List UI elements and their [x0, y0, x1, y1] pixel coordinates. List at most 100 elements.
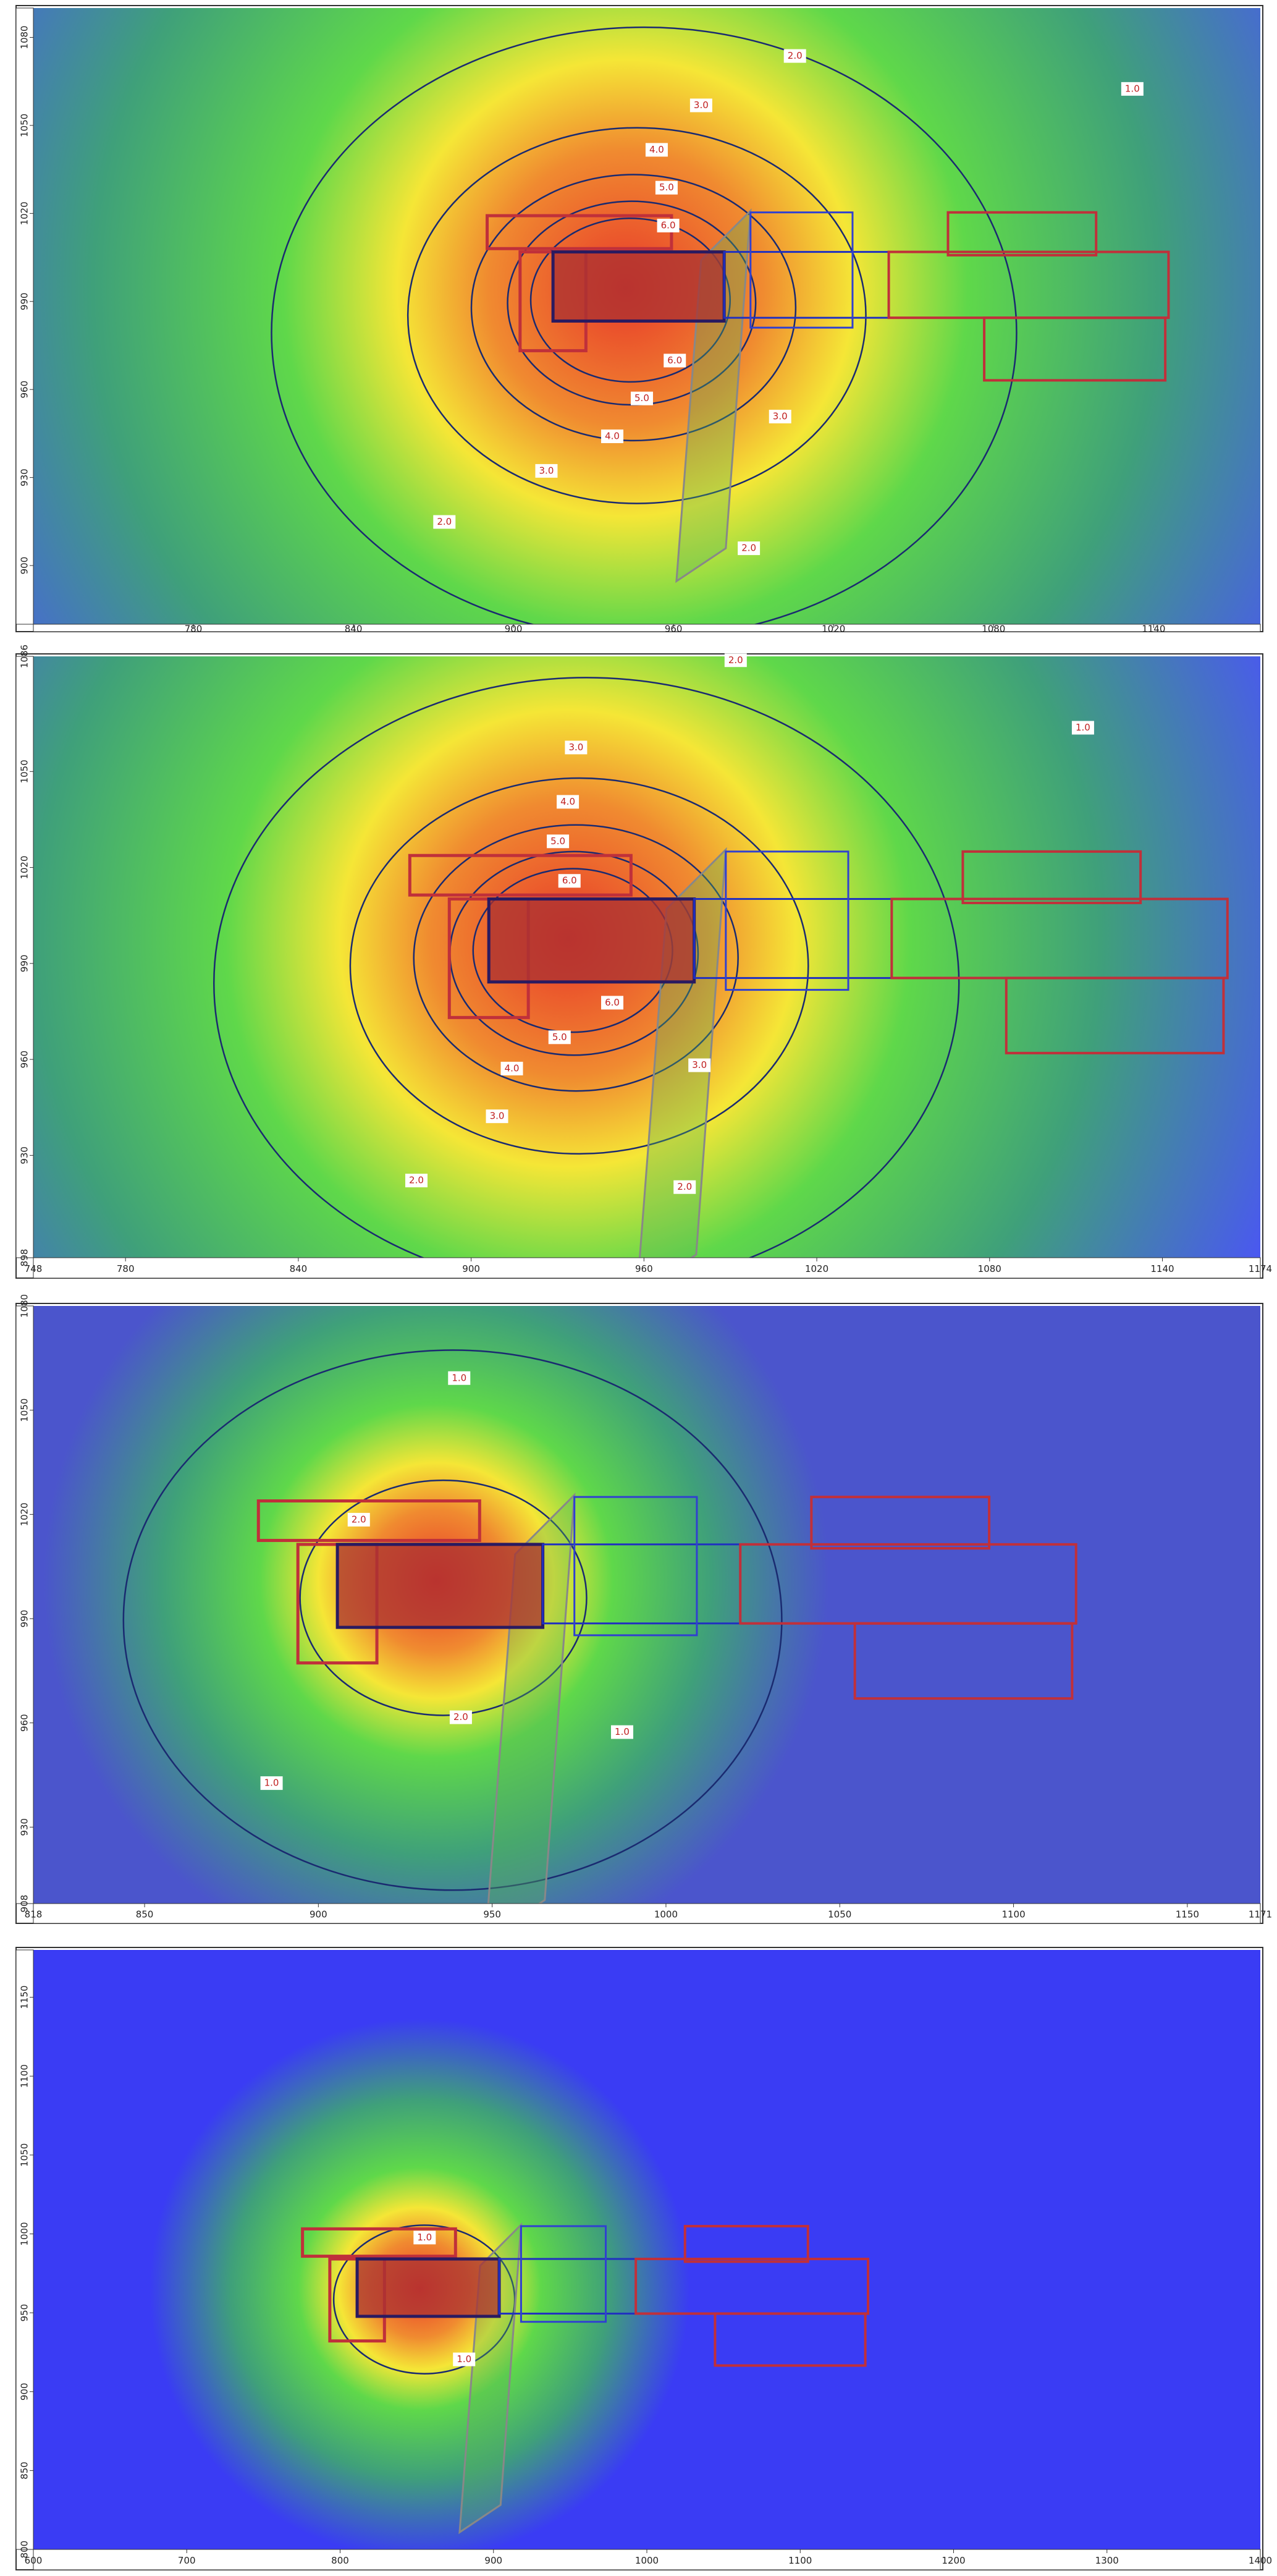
contour-label: 3.0 — [490, 1111, 505, 1122]
y-tick-label: 1080 — [19, 1294, 30, 1318]
x-tick-label: 1140 — [1142, 624, 1165, 635]
y-tick-label: 930 — [19, 468, 30, 486]
y-tick-label: 960 — [19, 381, 30, 399]
contour-label: 2.0 — [741, 543, 756, 554]
x-tick-label: 1000 — [654, 1909, 678, 1920]
x-tick-label: 900 — [310, 1909, 327, 1920]
x-tick-label: 900 — [505, 624, 523, 635]
x-tick-label: 1100 — [1001, 1909, 1025, 1920]
walkway — [487, 1493, 576, 1904]
y-axis-strip — [15, 656, 34, 1258]
contour-label: 2.0 — [728, 655, 743, 666]
contour-line — [529, 218, 731, 383]
contour-label: 2.0 — [437, 516, 452, 527]
building-outline — [683, 2224, 809, 2263]
contour-label: 4.0 — [560, 796, 575, 807]
y-tick-label: 930 — [19, 1818, 30, 1836]
building-outline — [1005, 977, 1225, 1054]
building-outline — [520, 2225, 607, 2323]
x-tick-label: 818 — [25, 1909, 43, 1920]
contour-label-box — [448, 1371, 471, 1385]
contour-label: 3.0 — [773, 410, 788, 422]
y-tick-label: 898 — [19, 1249, 30, 1267]
building-outline — [573, 1496, 698, 1637]
x-axis-strip — [33, 624, 1261, 632]
contour-label-box — [655, 180, 678, 195]
building-outline — [714, 2312, 867, 2367]
y-tick-label: 1050 — [19, 760, 30, 783]
contour-label-box — [645, 143, 668, 157]
contour-line — [470, 174, 797, 442]
contour-label: 2.0 — [453, 1711, 468, 1722]
x-tick-label: 1020 — [805, 1263, 828, 1274]
building-outline — [810, 1496, 991, 1550]
contour-label: 1.0 — [457, 2354, 471, 2365]
contour-label-box — [673, 1180, 696, 1194]
contour-line — [122, 1349, 783, 1891]
contour-label-box — [769, 409, 791, 423]
contour-line — [213, 677, 960, 1258]
y-tick-label: 990 — [19, 955, 30, 973]
y-axis-strip — [15, 1949, 34, 2550]
contour-label-box — [664, 354, 686, 368]
contour-label: 2.0 — [409, 1175, 424, 1186]
contour-label: 5.0 — [634, 392, 649, 404]
contour-label-box — [688, 1058, 711, 1072]
x-tick-label: 1200 — [942, 2555, 965, 2566]
contour-label: 2.0 — [788, 50, 803, 61]
y-tick-label: 900 — [19, 557, 30, 575]
contour-label: 6.0 — [661, 219, 676, 231]
x-axis-strip — [33, 1903, 1261, 1924]
contour-label: 4.0 — [505, 1062, 520, 1074]
contour-label: 2.0 — [677, 1181, 692, 1192]
y-tick-label: 1020 — [19, 1502, 30, 1526]
building-outline — [961, 850, 1142, 904]
contour-label: 6.0 — [667, 355, 682, 366]
y-tick-label: 1086 — [19, 645, 30, 668]
x-tick-label: 1100 — [788, 2555, 812, 2566]
contour-label: 5.0 — [552, 1032, 567, 1043]
y-axis-strip — [15, 1305, 34, 1904]
y-tick-label: 1020 — [19, 855, 30, 879]
contour-label: 1.0 — [1125, 83, 1140, 94]
contour-label: 4.0 — [649, 144, 664, 155]
contour-label: 3.0 — [539, 465, 554, 476]
y-tick-label: 1050 — [19, 1399, 30, 1422]
building — [551, 250, 726, 323]
x-tick-label: 850 — [136, 1909, 154, 1920]
contour-label-box — [260, 1776, 283, 1790]
contour-label-box — [689, 98, 712, 112]
contour-label-box — [1121, 82, 1144, 96]
building-outline — [256, 1499, 481, 1542]
walkway — [458, 2222, 523, 2535]
building-outline — [749, 211, 854, 329]
contour-label-box — [601, 996, 624, 1010]
contour-label-box — [783, 49, 806, 63]
x-tick-label: 1080 — [982, 624, 1005, 635]
contour-label: 1.0 — [452, 1372, 466, 1383]
contour-label: 3.0 — [568, 742, 583, 753]
x-tick-label: 1140 — [1150, 1263, 1174, 1274]
contour-label-box — [548, 1030, 571, 1044]
x-tick-label: 1400 — [1249, 2555, 1272, 2566]
building-outline — [725, 850, 849, 991]
y-tick-label: 960 — [19, 1714, 30, 1732]
building — [487, 897, 696, 984]
building-outline — [946, 211, 1098, 256]
x-tick-label: 1171 — [1249, 1909, 1272, 1920]
contour-label: 5.0 — [659, 182, 674, 193]
x-tick-label: 1000 — [635, 2555, 659, 2566]
y-tick-label: 900 — [19, 2383, 30, 2400]
y-tick-label: 1080 — [19, 25, 30, 49]
contour-line — [413, 824, 739, 1092]
x-tick-label: 900 — [484, 2555, 502, 2566]
contour-label-box — [347, 1512, 370, 1527]
walkway — [675, 208, 752, 583]
x-tick-label: 1050 — [828, 1909, 851, 1920]
contour-label-box — [547, 834, 570, 849]
contour-label-box — [657, 218, 680, 232]
contour-label: 2.0 — [352, 1514, 366, 1525]
y-tick-label: 908 — [19, 1895, 30, 1913]
